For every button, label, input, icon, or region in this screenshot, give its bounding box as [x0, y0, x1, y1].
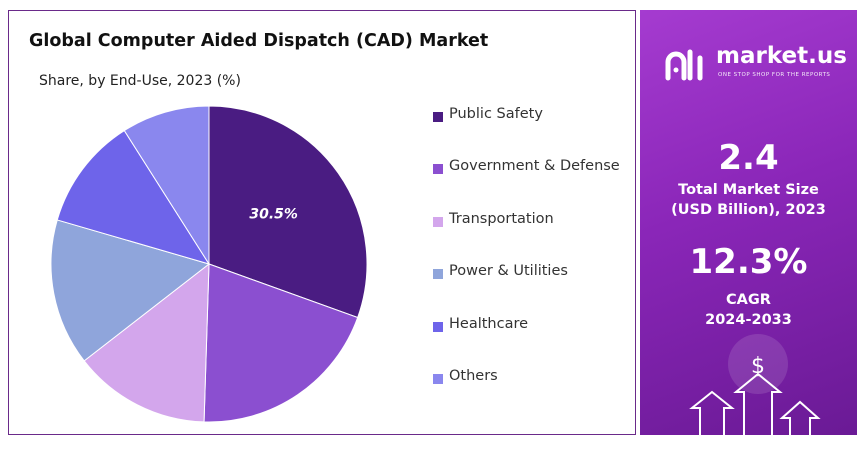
- market-size-value: 2.4: [718, 138, 779, 178]
- legend-item: Public Safety: [433, 106, 643, 158]
- pie-data-label: 30.5%: [249, 207, 298, 223]
- cagr-label-line1: CAGR: [726, 292, 771, 308]
- arrow-up-icon: [779, 400, 821, 435]
- legend-item: Transportation: [433, 211, 643, 263]
- arrow-up-icon: [733, 372, 783, 435]
- legend-label: Transportation: [449, 210, 554, 227]
- legend-label: Power & Utilities: [449, 263, 568, 280]
- market-size-label-line2: (USD Billion), 2023: [671, 202, 826, 218]
- legend-item: Government & Defense: [433, 158, 643, 210]
- pie-chart: 30.5%: [50, 105, 368, 423]
- legend-swatch: [433, 321, 443, 332]
- legend-swatch: [433, 373, 443, 384]
- brand-tagline: ONE STOP SHOP FOR THE REPORTS: [718, 72, 831, 78]
- pie-slice-public-safety: [208, 105, 368, 319]
- dollar-symbol: $: [751, 354, 765, 379]
- arrow-up-icon: [689, 390, 735, 435]
- legend-label: Public Safety: [449, 106, 543, 122]
- stats-panel: market.us ONE STOP SHOP FOR THE REPORTS …: [640, 10, 857, 435]
- legend-label: Others: [449, 367, 498, 384]
- coin-icon: [728, 334, 788, 394]
- legend-label: Healthcare: [449, 315, 529, 332]
- pie-slice-healthcare: [56, 129, 211, 265]
- chart-title: Global Computer Aided Dispatch (CAD) Mar…: [29, 31, 489, 51]
- legend-swatch: [433, 269, 443, 280]
- legend-swatch: [433, 216, 443, 227]
- cagr-label-line2: 2024-2033: [705, 312, 792, 328]
- chart-subtitle: Share, by End-Use, 2023 (%): [39, 73, 241, 89]
- cagr-value: 12.3%: [689, 242, 808, 282]
- legend-swatch: [433, 164, 443, 175]
- legend-item: Others: [433, 368, 643, 420]
- legend-swatch: [433, 112, 443, 122]
- pie-slice-others: [123, 105, 210, 266]
- pie-slice-power-utilities: [50, 219, 211, 362]
- legend-item: Healthcare: [433, 316, 643, 368]
- growth-arrows-illustration: $: [689, 334, 821, 435]
- market-size-label-line1: Total Market Size: [678, 182, 819, 198]
- brand-logo-icon: [665, 49, 703, 81]
- chart-panel: Global Computer Aided Dispatch (CAD) Mar…: [8, 10, 636, 435]
- legend: Public Safety Government & Defense Transpo…: [433, 106, 643, 420]
- pie-slice-government-defense: [203, 263, 359, 423]
- legend-item: Power & Utilities: [433, 263, 643, 315]
- pie-slice-transportation: [83, 262, 210, 423]
- legend-label: Government & Defense: [449, 158, 620, 175]
- brand-name: market.us: [716, 43, 847, 69]
